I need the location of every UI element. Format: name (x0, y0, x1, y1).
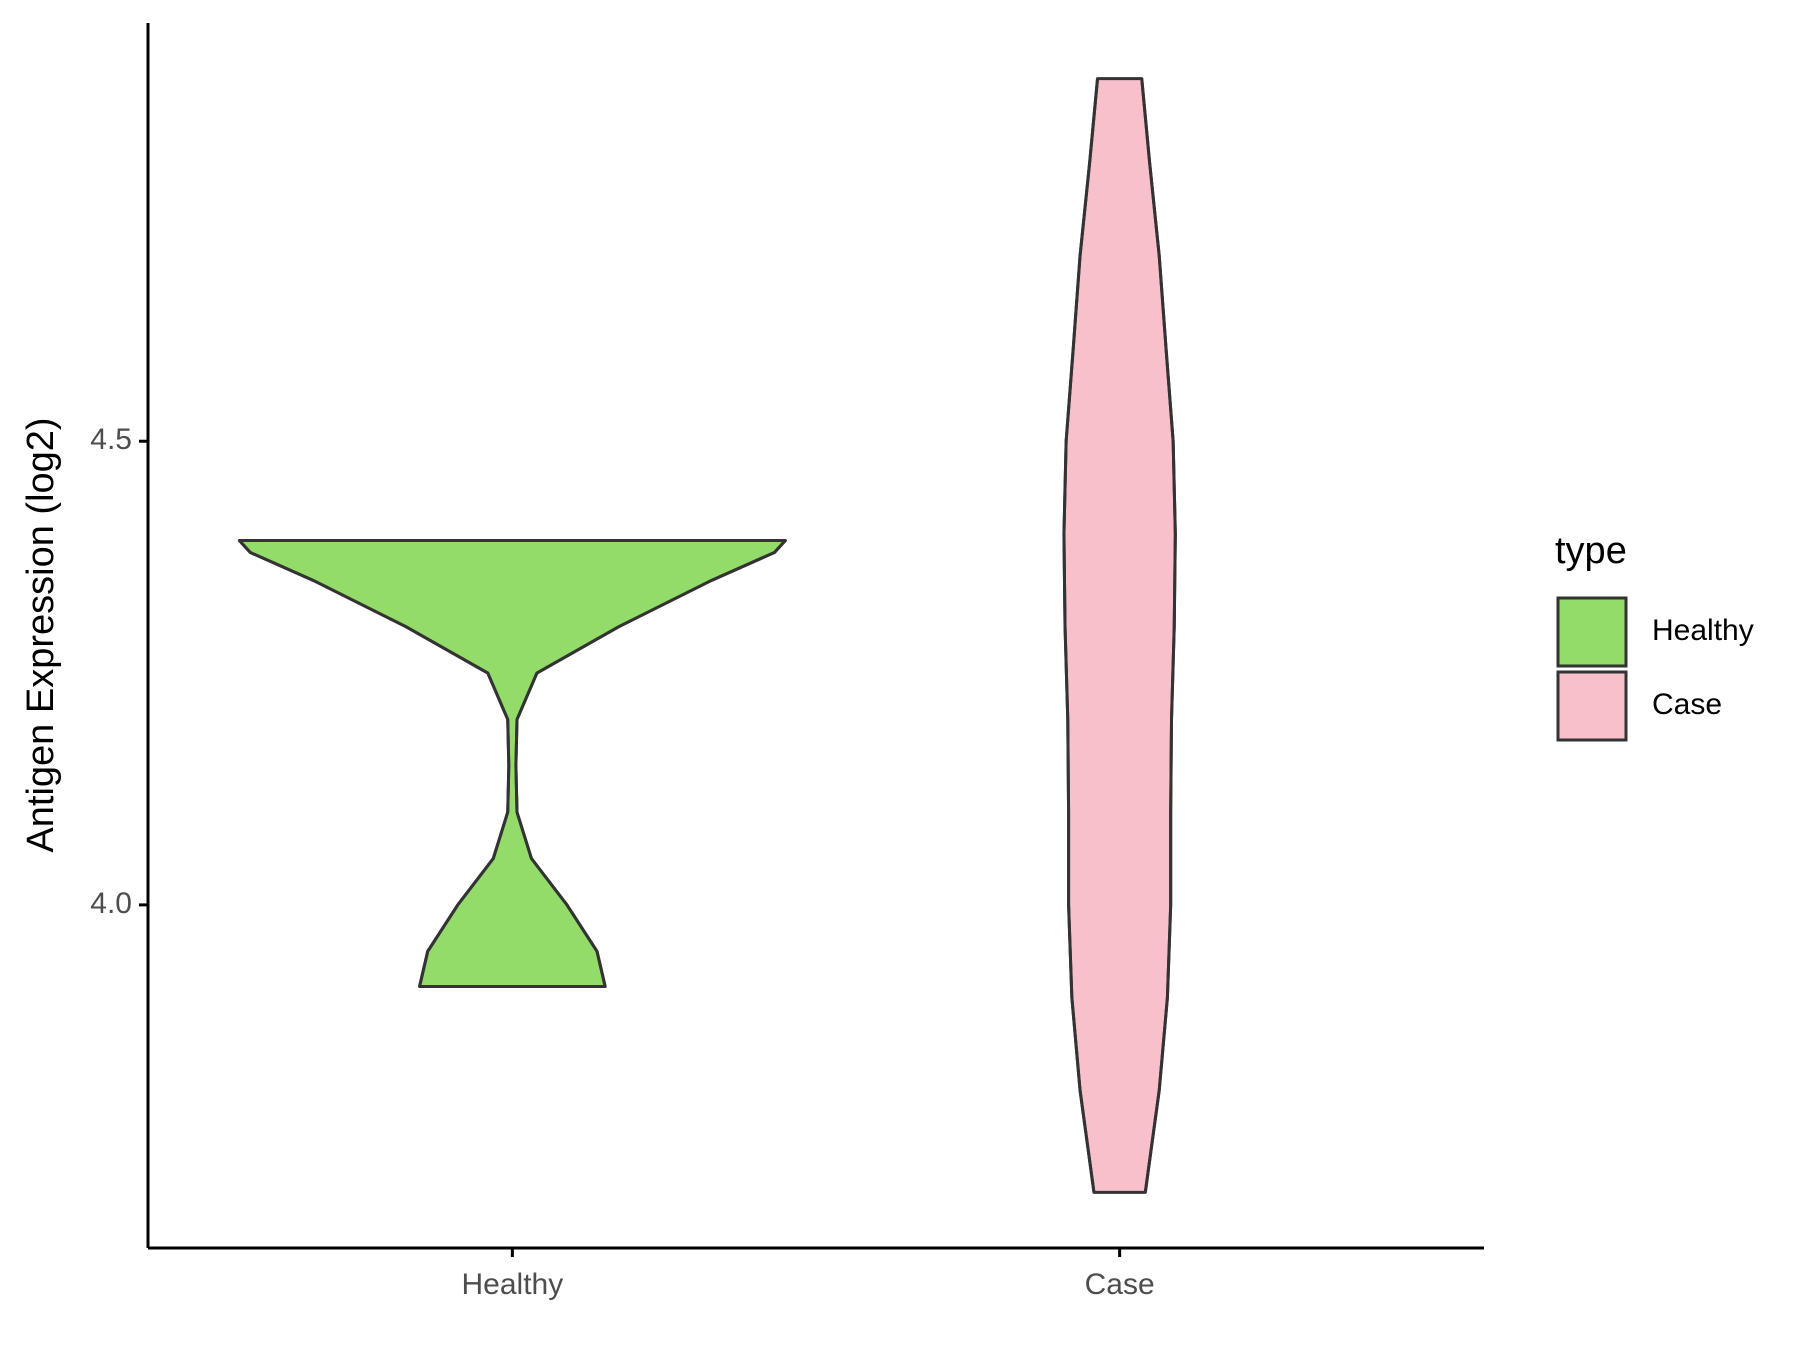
legend-key (1556, 670, 1628, 742)
legend-key (1556, 596, 1628, 668)
x-tick-label: Case (1085, 1268, 1155, 1301)
y-tick-label: 4.0 (90, 887, 132, 920)
y-axis-title: Antigen Expression (log2) (20, 417, 62, 852)
legend-label: Healthy (1652, 614, 1754, 647)
x-tick-label: Healthy (462, 1268, 564, 1301)
violin-body (237, 538, 787, 988)
legend-title: type (1555, 530, 1627, 572)
violin-left-edge (238, 539, 511, 987)
y-tick-label: 4.5 (90, 423, 132, 456)
legend-label: Case (1652, 688, 1722, 721)
violin-right-edge (514, 539, 787, 987)
violin-right-edge (1140, 78, 1177, 1193)
violin-left-edge (1062, 78, 1100, 1193)
